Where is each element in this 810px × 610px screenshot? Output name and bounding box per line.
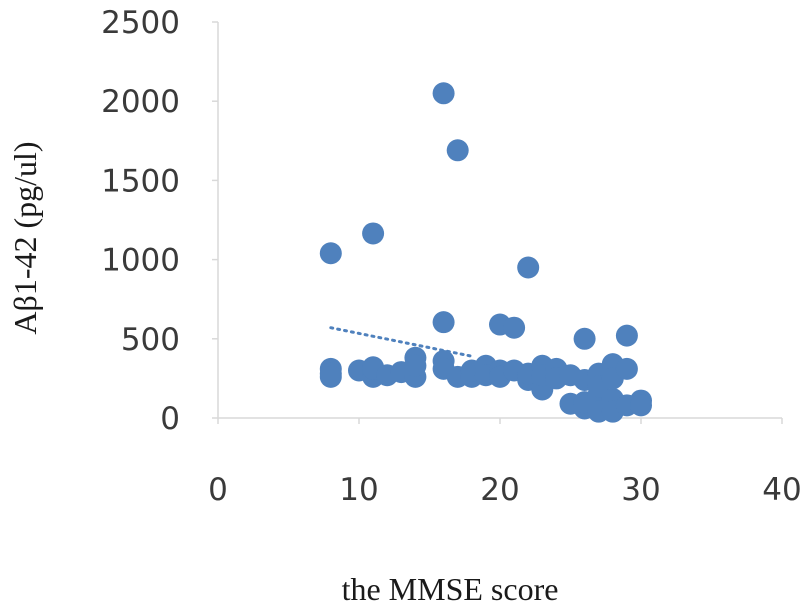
data-point <box>319 242 342 265</box>
data-point <box>630 394 652 417</box>
data-point <box>615 357 638 380</box>
data-point <box>517 256 540 279</box>
y-tick-labels: 0 500 1000 1500 2000 2500 <box>101 5 218 437</box>
y-tick-label: 1000 <box>101 243 180 279</box>
data-points <box>319 82 652 423</box>
x-axis-title: the MMSE score <box>342 571 559 607</box>
data-point <box>432 82 455 105</box>
data-point <box>362 222 385 245</box>
data-point <box>503 316 526 339</box>
data-point <box>446 139 469 162</box>
data-point <box>404 354 427 377</box>
data-point <box>573 327 596 350</box>
data-point <box>615 324 638 347</box>
data-point <box>319 365 342 388</box>
plot-area <box>217 22 782 419</box>
y-axis-title: Aβ1-42 (pg/ul) <box>7 141 43 334</box>
y-tick-label: 2500 <box>101 5 180 41</box>
x-tick-label: 10 <box>339 472 378 508</box>
y-tick-label: 0 <box>160 401 180 437</box>
x-tick-labels: 0 10 20 30 40 <box>208 418 802 508</box>
y-tick-label: 2000 <box>101 84 180 120</box>
y-tick-label: 1500 <box>101 163 180 199</box>
x-tick-label: 30 <box>621 472 660 508</box>
x-tick-label: 40 <box>762 472 801 508</box>
x-tick-label: 0 <box>208 472 228 508</box>
data-point <box>432 311 455 334</box>
y-tick-label: 500 <box>121 322 180 358</box>
x-tick-label: 20 <box>480 472 519 508</box>
trendline <box>329 326 474 358</box>
